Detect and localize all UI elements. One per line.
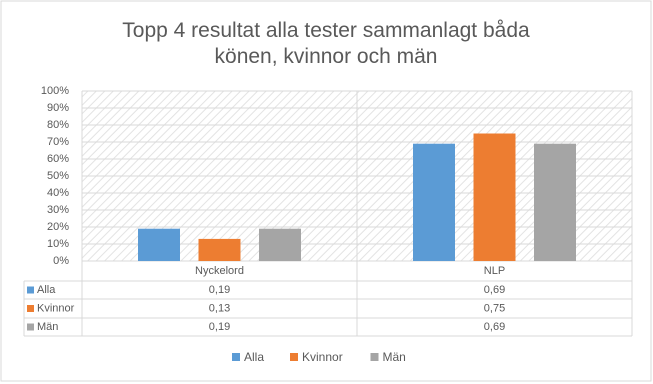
- y-tick-label: 60%: [47, 153, 69, 165]
- legend-key: [370, 353, 379, 361]
- y-tick-label: 70%: [47, 136, 69, 148]
- bar: [138, 228, 180, 261]
- table-key: [27, 286, 34, 294]
- table-series-name: Kvinnor: [37, 302, 75, 314]
- legend-key: [232, 353, 240, 361]
- legend-label: Alla: [244, 350, 264, 364]
- y-tick-label: 100%: [41, 85, 69, 97]
- table-value: 0,69: [484, 321, 505, 333]
- legend-key: [290, 353, 298, 361]
- y-tick-label: 90%: [47, 102, 69, 114]
- bar: [198, 238, 241, 261]
- y-tick-label: 0%: [53, 255, 69, 267]
- table-value: 0,69: [484, 284, 505, 296]
- table-value: 0,19: [209, 321, 230, 333]
- table-key: [27, 305, 34, 312]
- chart-title: Topp 4 resultat alla tester sammanlagt b…: [122, 19, 530, 68]
- table-series-name: Män: [37, 321, 58, 333]
- x-tick-label: NLP: [484, 265, 505, 277]
- y-tick-label: 30%: [47, 204, 69, 216]
- table-value: 0,13: [209, 302, 230, 314]
- bar: [259, 228, 301, 261]
- table-series-name: Alla: [37, 284, 56, 296]
- x-tick-label: Nyckelord: [195, 265, 244, 277]
- legend-label: Kvinnor: [302, 350, 343, 364]
- legend-label: Män: [383, 350, 406, 364]
- bar: [413, 143, 455, 261]
- y-tick-label: 50%: [47, 170, 69, 182]
- table-key: [27, 323, 34, 331]
- bar: [534, 143, 576, 261]
- y-tick-label: 10%: [47, 238, 69, 250]
- y-tick-label: 80%: [47, 119, 69, 131]
- table-value: 0,75: [484, 302, 505, 314]
- y-tick-label: 40%: [47, 187, 69, 199]
- table-value: 0,19: [209, 284, 230, 296]
- bar: [473, 133, 516, 261]
- y-tick-label: 20%: [47, 221, 69, 233]
